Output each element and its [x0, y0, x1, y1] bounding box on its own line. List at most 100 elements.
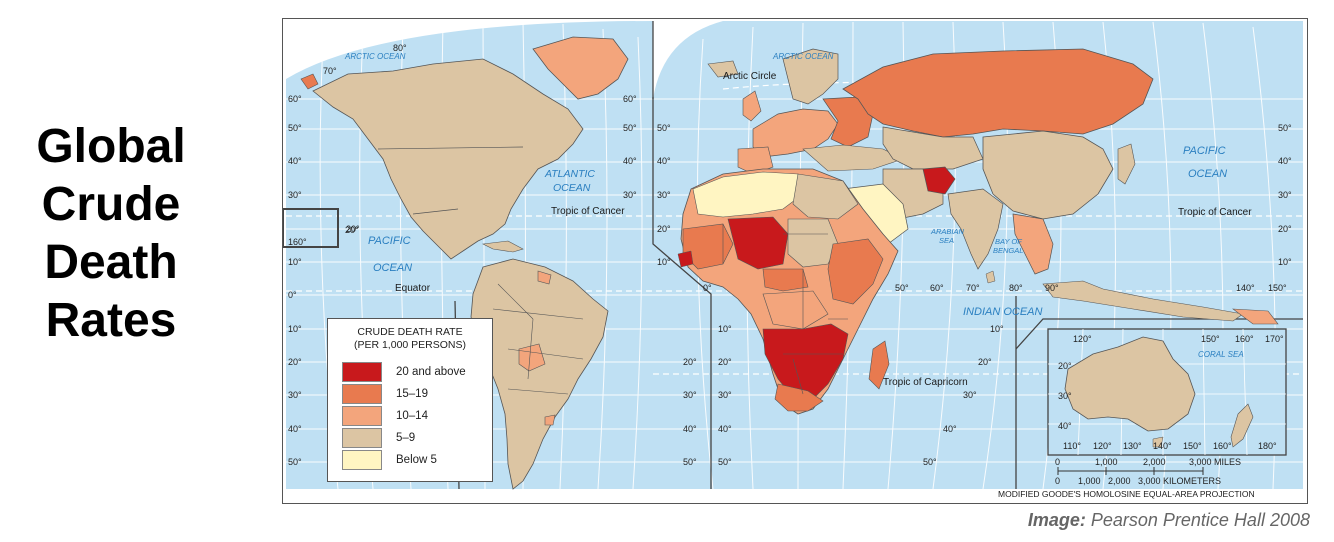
svg-text:40°: 40° — [623, 156, 637, 166]
pacific-ocean-label-east: OCEAN — [1188, 168, 1227, 180]
svg-text:20°: 20° — [683, 357, 697, 367]
title-line: Global — [36, 120, 186, 173]
svg-text:30°: 30° — [657, 190, 671, 200]
degree-labels: 60° 50° 40° 30° 20° 10° 0° 10° 20° 30° 4… — [288, 43, 1292, 467]
legend-item: Below 5 — [342, 450, 437, 470]
alaska-tip — [300, 73, 319, 90]
svg-text:40°: 40° — [683, 424, 697, 434]
title-line: Rates — [45, 294, 177, 347]
svg-text:50°: 50° — [623, 123, 637, 133]
svg-text:160°: 160° — [288, 237, 307, 247]
legend-item: 5–9 — [342, 428, 415, 448]
slide-title: Global Crude Death Rates — [0, 118, 222, 350]
svg-text:160°: 160° — [1235, 334, 1254, 344]
svg-text:50°: 50° — [657, 123, 671, 133]
svg-text:40°: 40° — [943, 424, 957, 434]
credit-text: Pearson Prentice Hall 2008 — [1090, 510, 1310, 530]
svg-text:40°: 40° — [1058, 421, 1072, 431]
sierra-leone — [677, 250, 694, 268]
bolivia — [518, 343, 546, 372]
south-africa — [774, 383, 824, 412]
svg-text:50°: 50° — [288, 457, 302, 467]
svg-text:140°: 140° — [1236, 283, 1255, 293]
svg-text:50°: 50° — [1278, 123, 1292, 133]
kazakhstan-central-asia — [882, 126, 984, 170]
sri-lanka — [985, 270, 996, 284]
legend-item: 10–14 — [342, 406, 428, 426]
svg-text:20°: 20° — [346, 224, 360, 234]
legend-swatch — [342, 384, 382, 404]
legend-label: 10–14 — [396, 410, 428, 422]
indian-ocean-label: INDIAN OCEAN — [963, 306, 1043, 318]
north-america — [312, 58, 584, 260]
svg-text:80°: 80° — [1009, 283, 1023, 293]
svg-text:180°: 180° — [1258, 441, 1277, 451]
svg-text:0: 0 — [1055, 457, 1060, 467]
madagascar — [868, 340, 890, 390]
svg-text:80°: 80° — [393, 43, 407, 53]
svg-text:0°: 0° — [703, 283, 712, 293]
svg-text:30°: 30° — [288, 190, 302, 200]
legend-label: Below 5 — [396, 454, 437, 466]
svg-text:30°: 30° — [623, 190, 637, 200]
legend-title-line: (PER 1,000 PERSONS) — [353, 339, 467, 351]
coral-sea-label: CORAL SEA — [1198, 350, 1244, 359]
image-credit: Image: Pearson Prentice Hall 2008 — [1028, 510, 1310, 531]
scale-bar: 0 1,000 2,000 3,000 MILES 0 1,000 2,000 … — [1055, 457, 1241, 486]
svg-text:130°: 130° — [1123, 441, 1142, 451]
title-line: Death — [44, 236, 178, 289]
svg-text:150°: 150° — [1183, 441, 1202, 451]
egypt-libya — [792, 173, 859, 220]
southeast-asia — [1012, 213, 1054, 275]
legend-title: CRUDE DEATH RATE (PER 1,000 PERSONS) — [328, 326, 492, 352]
uk — [742, 90, 762, 122]
pacific-ocean-label-west: OCEAN — [373, 262, 412, 274]
svg-text:0°: 0° — [288, 290, 297, 300]
projection-label: MODIFIED GOODE'S HOMOLOSINE EQUAL-AREA P… — [998, 489, 1255, 499]
tasmania — [1152, 436, 1164, 448]
svg-text:90°: 90° — [1045, 283, 1059, 293]
tropic-cancer-label-west: Tropic of Cancer — [551, 206, 625, 217]
uruguay — [544, 414, 556, 426]
svg-text:120°: 120° — [1093, 441, 1112, 451]
legend-swatch — [342, 406, 382, 426]
svg-text:140°: 140° — [1153, 441, 1172, 451]
svg-text:50°: 50° — [288, 123, 302, 133]
map-legend: CRUDE DEATH RATE (PER 1,000 PERSONS) 20 … — [327, 318, 493, 482]
legend-swatch — [342, 428, 382, 448]
japan — [1117, 143, 1136, 185]
svg-text:150°: 150° — [1201, 334, 1220, 344]
world-map: ARCTIC OCEAN ARCTIC OCEAN Arctic Circle … — [282, 18, 1308, 504]
svg-text:40°: 40° — [718, 424, 732, 434]
svg-text:10°: 10° — [1278, 257, 1292, 267]
niger-chad — [727, 216, 789, 270]
china-east-asia — [982, 130, 1114, 220]
new-zealand — [1230, 403, 1254, 448]
sahara-below-5 — [692, 171, 804, 218]
svg-text:2,000: 2,000 — [1108, 476, 1131, 486]
greenland — [532, 36, 629, 100]
arctic-ocean-label-east: ARCTIC OCEAN — [772, 52, 834, 61]
svg-text:120°: 120° — [1073, 334, 1092, 344]
legend-item: 20 and above — [342, 362, 466, 382]
arctic-ocean-label-west: ARCTIC OCEAN — [344, 52, 406, 61]
papua — [1232, 308, 1279, 325]
svg-text:30°: 30° — [1278, 190, 1292, 200]
svg-text:10°: 10° — [288, 257, 302, 267]
central-african-republic — [762, 268, 809, 292]
svg-text:10°: 10° — [657, 257, 671, 267]
legend-title-line: CRUDE DEATH RATE — [357, 326, 463, 338]
canada-usa-border — [377, 146, 524, 150]
arabian-sea-label: SEA — [939, 236, 954, 245]
tropic-capricorn-label: Tropic of Capricorn — [883, 377, 968, 388]
legend-swatch — [342, 362, 382, 382]
afghanistan — [922, 166, 956, 195]
east-africa — [827, 238, 884, 305]
svg-text:150°: 150° — [1268, 283, 1287, 293]
svg-text:30°: 30° — [963, 390, 977, 400]
legend-swatch — [342, 450, 382, 470]
svg-text:30°: 30° — [288, 390, 302, 400]
bay-of-bengal-label: BENGAL — [993, 246, 1023, 255]
svg-text:160°: 160° — [1213, 441, 1232, 451]
usa-mexico-border — [412, 208, 459, 215]
